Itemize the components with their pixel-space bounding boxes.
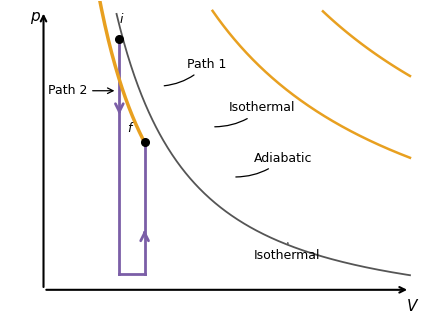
Text: f: f	[128, 122, 132, 135]
Text: Path 1: Path 1	[164, 58, 226, 86]
Text: p: p	[30, 9, 39, 24]
Text: V: V	[407, 299, 417, 314]
Text: Adiabatic: Adiabatic	[236, 152, 312, 177]
Text: Path 2: Path 2	[48, 84, 113, 97]
Text: Isothermal: Isothermal	[254, 243, 321, 262]
Text: Isothermal: Isothermal	[215, 101, 296, 127]
Text: i: i	[120, 13, 123, 26]
